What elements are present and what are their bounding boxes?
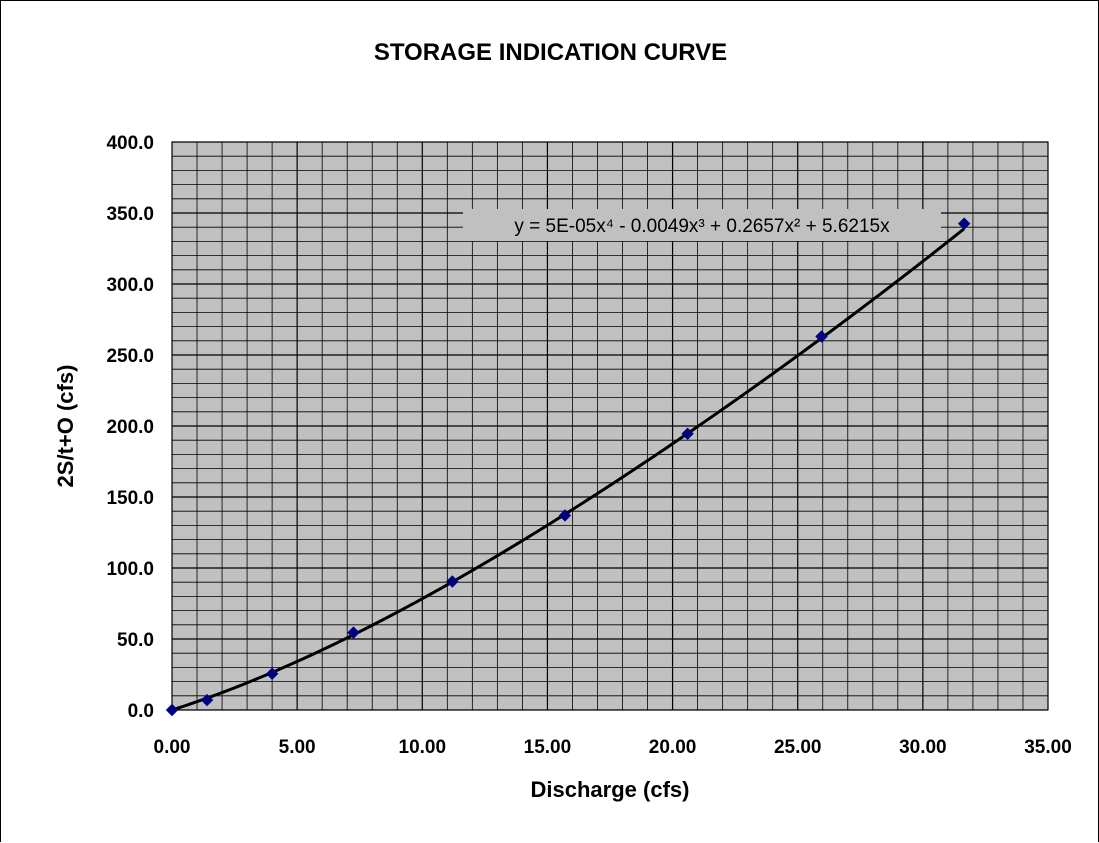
data-points (165, 217, 971, 717)
x-tick-label: 30.00 (899, 737, 947, 758)
x-tick-label: 15.00 (524, 737, 572, 758)
data-point (815, 330, 828, 343)
equation-background (463, 209, 941, 241)
y-tick-label: 300.0 (106, 275, 154, 296)
x-tick-label: 5.00 (279, 737, 316, 758)
y-tick-label: 0.0 (128, 701, 154, 722)
x-axis-label: Discharge (cfs) (531, 777, 690, 802)
x-tick-label: 0.00 (154, 737, 191, 758)
data-point (681, 427, 694, 441)
x-tick-label: 10.00 (399, 737, 447, 758)
trendline (171, 227, 966, 712)
data-point (265, 667, 279, 680)
x-tick-label: 25.00 (774, 737, 822, 758)
y-tick-label: 150.0 (106, 488, 154, 509)
equation-box: y = 5E-05x⁴ - 0.0049x³ + 0.2657x² + 5.62… (463, 209, 941, 241)
y-tick-label: 100.0 (106, 559, 154, 580)
data-point (957, 217, 971, 230)
trendline-group (171, 227, 966, 712)
trendline-equation: y = 5E-05x⁴ - 0.0049x³ + 0.2657x² + 5.62… (514, 216, 890, 237)
x-tick-label: 35.00 (1024, 737, 1072, 758)
x-tick-labels: 0.00 5.00 10.00 15.00 20.00 25.00 30.00 35.00 (154, 737, 1072, 758)
y-tick-label: 400.0 (106, 133, 154, 154)
y-tick-label: 250.0 (106, 346, 154, 367)
y-tick-labels: 0.0 50.0 100.0 150.0 200.0 250.0 300.0 350.0 400… (106, 133, 154, 722)
data-point (200, 693, 214, 707)
data-point (558, 509, 572, 522)
y-tick-label: 350.0 (106, 204, 154, 225)
data-point (446, 575, 459, 588)
y-tick-label: 200.0 (106, 417, 154, 438)
x-tick-label: 20.00 (649, 737, 697, 758)
data-point (347, 626, 360, 639)
y-tick-label: 50.0 (117, 630, 154, 651)
chart-title: STORAGE INDICATION CURVE (373, 39, 728, 66)
data-point (165, 703, 179, 717)
y-axis-label: 2S/t+O (cfs) (53, 365, 78, 488)
